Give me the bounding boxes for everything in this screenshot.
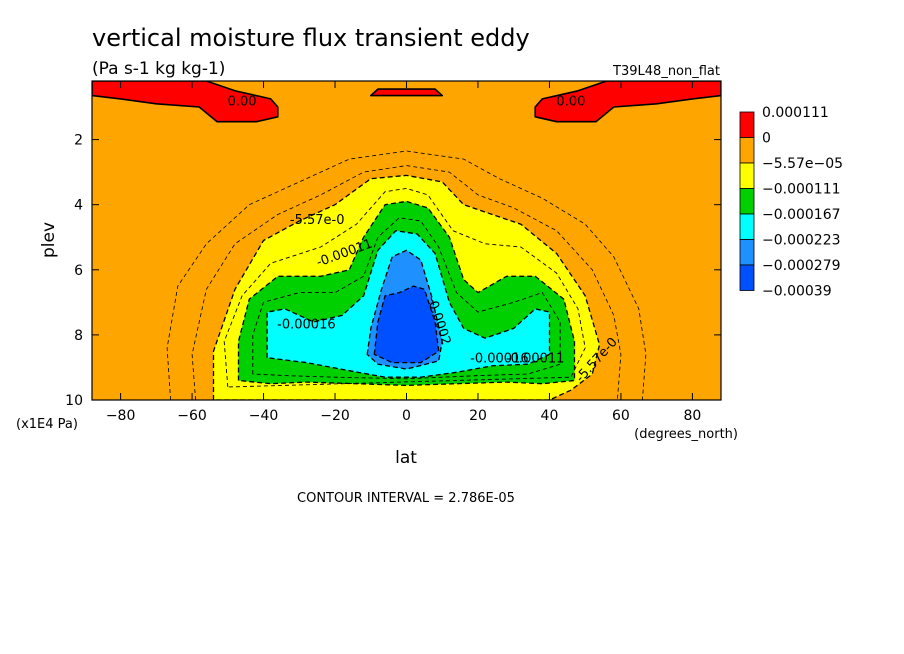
x-tick-label: 60 (612, 408, 630, 424)
filled-regions (92, 81, 721, 400)
x-axis-label: lat (395, 448, 417, 468)
legend-label: −0.000279 (762, 258, 841, 274)
legend-swatch (739, 264, 755, 291)
y-tick-label: 10 (65, 393, 83, 409)
contour-interval-note: CONTOUR INTERVAL = 2.786E-05 (297, 491, 515, 506)
legend-label: −0.000223 (762, 233, 841, 249)
legend-swatch (739, 111, 755, 138)
contour-yellow-inner (223, 187, 586, 388)
x-axis-ticks: −80 −60 −40 −20 0 20 40 60 80 (106, 81, 701, 424)
legend-swatch (739, 162, 755, 189)
contour-lines (166, 150, 647, 400)
x-tick-label: −80 (106, 408, 136, 424)
y-tick-label: 2 (74, 133, 83, 149)
x-tick-label: −60 (177, 408, 207, 424)
x-tick-label: −20 (320, 408, 350, 424)
region-red-top-center (370, 88, 443, 97)
y-axis-ticks: 2 4 6 8 10 (65, 133, 721, 409)
y-axis-label: plev (39, 222, 59, 258)
contour-label: -0.00016 (277, 317, 335, 332)
contour-label: 0.00 (228, 94, 257, 109)
y-tick-label: 6 (74, 263, 83, 279)
y-tick-label: 8 (74, 328, 83, 344)
legend-swatch (739, 137, 755, 164)
contour-label: 0.00 (556, 94, 585, 109)
region-red-top-left (92, 81, 279, 123)
contour-label: -0.00011 (506, 352, 564, 367)
legend-label: −5.57e−05 (762, 156, 843, 172)
run-label: T39L48_non_flat (612, 64, 720, 79)
region-red-top-right (534, 81, 721, 123)
legend-swatch (739, 188, 755, 215)
contour-label: -5.57e-0 (290, 213, 345, 228)
x-tick-label: 40 (541, 408, 559, 424)
contour-outer-dashed-1 (191, 165, 622, 400)
legend-swatch (739, 239, 755, 266)
legend-label: 0.000111 (762, 105, 829, 121)
legend-label: −0.000111 (762, 182, 841, 198)
region-dark-blue (373, 285, 440, 364)
x-axis-units: (degrees_north) (634, 427, 738, 442)
chart-title: vertical moisture flux transient eddy (92, 24, 530, 52)
contour-label: -0.00016 (470, 352, 528, 367)
y-tick-label: 4 (74, 198, 83, 214)
contour-outer-dashed-2 (166, 150, 647, 400)
legend-label: −0.00039 (762, 284, 832, 300)
x-tick-label: 80 (683, 408, 701, 424)
chart-units: (Pa s-1 kg kg-1) (92, 59, 225, 79)
contour-green-inner (252, 217, 561, 380)
x-tick-label: 20 (469, 408, 487, 424)
legend-label: −0.000167 (762, 207, 841, 223)
color-legend: 0.000111 0 −5.57e−05 −0.000111 −0.000167 −0.0… (739, 105, 843, 300)
legend-label: 0 (762, 131, 771, 147)
x-tick-label: −40 (249, 408, 279, 424)
y-axis-units: (x1E4 Pa) (16, 417, 78, 432)
legend-swatch (739, 213, 755, 240)
x-tick-label: 0 (402, 408, 411, 424)
